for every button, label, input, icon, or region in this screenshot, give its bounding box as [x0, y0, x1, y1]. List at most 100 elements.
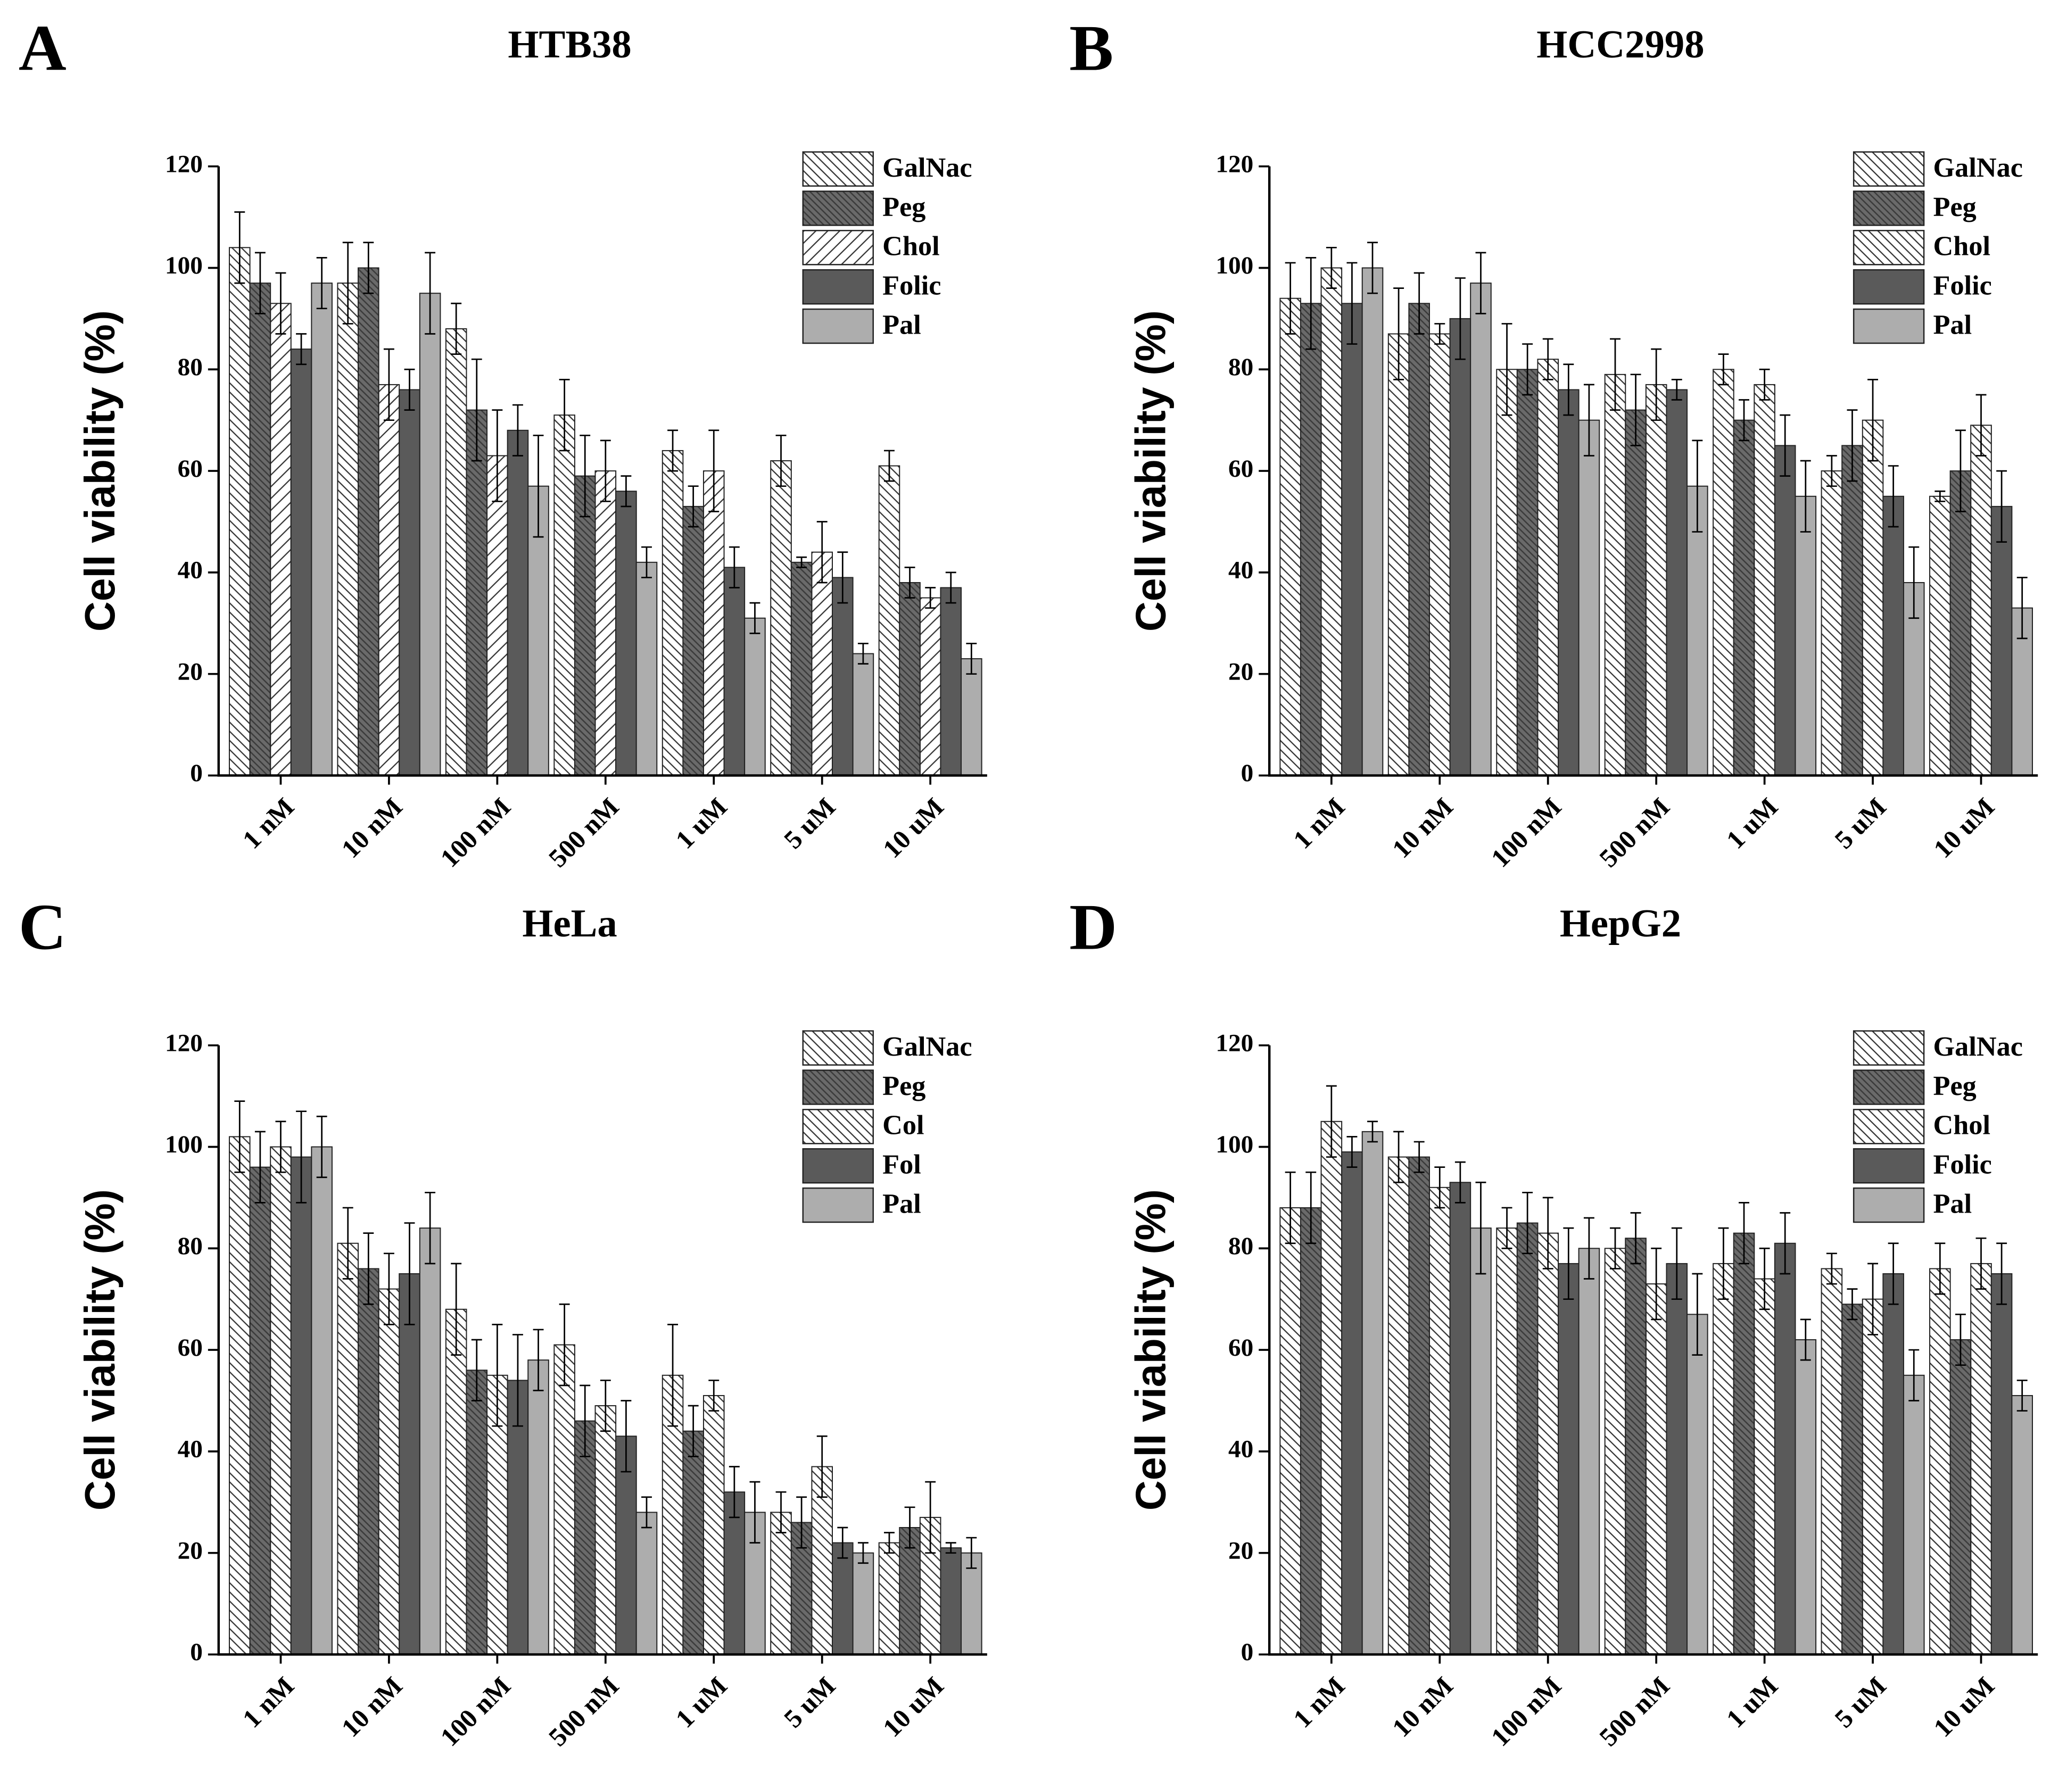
x-tick-label: 500 nM [1593, 1671, 1675, 1752]
legend-label: Peg [882, 192, 925, 222]
bar [1279, 1207, 1301, 1655]
error-bar [451, 302, 462, 355]
bar [1428, 333, 1451, 776]
bar [1625, 409, 1647, 776]
bar [1578, 1248, 1600, 1655]
legend-swatch [802, 230, 874, 266]
legend-label: Chol [882, 231, 939, 262]
x-tick-label: 500 nM [543, 1671, 624, 1752]
x-tick-label: 100 nM [435, 792, 516, 873]
bar [899, 582, 921, 776]
bar [1754, 1278, 1775, 1655]
error-bar [1692, 1273, 1703, 1356]
error-bar [1610, 338, 1620, 411]
error-bar [1542, 1197, 1553, 1270]
legend-label: Pal [882, 310, 921, 341]
error-bar [512, 404, 523, 457]
error-bar [1475, 1181, 1486, 1275]
error-bar [363, 242, 374, 294]
bar [553, 1344, 575, 1655]
bar [1578, 419, 1600, 776]
x-tick-label: 1 uM [670, 792, 733, 854]
bar [1733, 1232, 1755, 1655]
bar [635, 561, 658, 776]
bar [1300, 1207, 1322, 1655]
error-bar [1826, 455, 1837, 487]
axes [1268, 1045, 2038, 1656]
x-tick-label: 10 uM [877, 792, 949, 864]
error-bar [775, 1491, 787, 1533]
x-tick-label: 1 nM [1287, 792, 1350, 854]
x-tick-label: 1 nM [1287, 1671, 1350, 1733]
error-bar [1800, 1318, 1811, 1361]
x-tick-label: 5 uM [1829, 1671, 1892, 1733]
error-bar [837, 551, 848, 604]
legend-label: GalNac [882, 1032, 972, 1062]
bar [1970, 425, 1992, 776]
error-bar [884, 450, 895, 482]
error-bar [580, 434, 591, 518]
bar [1929, 495, 1951, 776]
error-bar [1434, 323, 1445, 345]
bar [1990, 1273, 2013, 1655]
legend-label: Col [882, 1110, 924, 1141]
bar [1841, 1304, 1863, 1655]
error-bar [1996, 470, 2007, 543]
bar [1949, 1339, 1972, 1655]
error-bar [1326, 1085, 1337, 1158]
x-tick-label: 1 nM [237, 792, 300, 854]
chart-title: HCC2998 [1536, 23, 1704, 67]
error-bar [296, 1110, 307, 1204]
bar [1645, 1283, 1667, 1655]
error-bar [580, 1384, 591, 1457]
legend-label: Chol [1933, 231, 1990, 262]
y-tick-label: 100 [1216, 1131, 1253, 1158]
x-tick-label: 10 uM [1928, 792, 2000, 864]
legend-label: Chol [1933, 1110, 1990, 1141]
error-bar [1975, 1237, 1987, 1290]
legend-label: Peg [1933, 192, 1977, 222]
error-bar [425, 1191, 436, 1265]
error-bar [1522, 343, 1533, 396]
bar [961, 658, 982, 776]
error-bar [667, 1324, 679, 1427]
legend-swatch [1853, 190, 1925, 226]
bar [378, 384, 400, 776]
error-bar [425, 252, 436, 335]
error-bar [1583, 1217, 1594, 1280]
error-bar [1955, 1313, 1966, 1366]
x-tick-label: 500 nM [1593, 792, 1675, 873]
error-bar [1305, 1171, 1317, 1245]
error-bar [1908, 546, 1920, 619]
error-bar [1800, 460, 1811, 533]
error-bar [1955, 429, 1966, 512]
y-tick-label: 40 [178, 557, 203, 584]
bar [574, 475, 596, 776]
y-tick-label: 20 [178, 658, 203, 686]
bar [1713, 1263, 1734, 1655]
bar [878, 1542, 900, 1655]
legend-swatch [802, 308, 874, 344]
panel: A HTB38 Cell viability (%) 0 20 40 60 80 100 120 1… [19, 12, 987, 873]
error-bar [966, 1537, 977, 1569]
bar [1970, 1263, 1992, 1655]
bar [1449, 1182, 1471, 1655]
x-tick-label: 1 uM [1721, 792, 1783, 854]
error-bar [1908, 1349, 1920, 1401]
bar [1516, 369, 1539, 776]
bar [1558, 389, 1580, 776]
error-bar [1454, 1161, 1466, 1204]
bar [1300, 303, 1322, 776]
x-tick-label: 100 nM [1485, 1671, 1567, 1752]
error-bar [816, 1435, 828, 1498]
axes [217, 1045, 987, 1656]
error-bar [342, 1207, 353, 1280]
y-tick-label: 80 [178, 353, 203, 381]
error-bar [471, 358, 482, 462]
y-tick-label: 120 [1216, 1030, 1253, 1057]
bar [466, 1370, 488, 1655]
y-tick-label: 100 [1216, 252, 1253, 279]
bar [1496, 369, 1518, 776]
legend-label: Folic [1933, 1150, 1992, 1180]
legend-swatch [1853, 1187, 1925, 1223]
